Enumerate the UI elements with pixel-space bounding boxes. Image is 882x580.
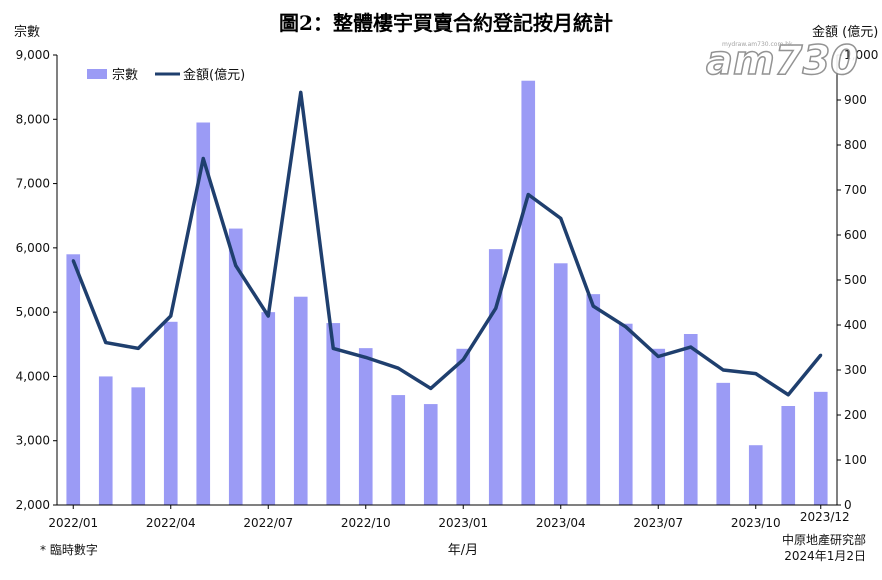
left-tick-label: 3,000 [16, 434, 50, 448]
bar-2022/08 [293, 296, 308, 505]
right-tick-label: 500 [844, 273, 867, 287]
source-note: 中原地產研究部 [782, 532, 866, 547]
line-point-2022/07 [266, 314, 270, 318]
bar-2022/03 [131, 387, 146, 505]
bar-2022/02 [98, 376, 113, 505]
line-point-2022/02 [104, 341, 108, 345]
line-point-2022/12 [429, 386, 433, 390]
bar-2023/08 [683, 334, 698, 505]
legend-bar-swatch [87, 69, 107, 79]
x-tick-label: 2023/12 [800, 510, 850, 524]
bar-2023/03 [521, 80, 536, 505]
bar-2022/09 [326, 323, 341, 505]
right-tick-label: 900 [844, 93, 867, 107]
left-tick-label: 9,000 [16, 48, 50, 62]
provisional-note: * 臨時數字 [40, 542, 98, 557]
bar-2023/07 [651, 348, 666, 505]
line-point-2022/09 [331, 346, 335, 350]
left-tick-label: 5,000 [16, 305, 50, 319]
line-point-2023/05 [591, 304, 595, 308]
bar-2022/10 [358, 348, 373, 505]
x-tick-label: 2022/01 [48, 516, 98, 530]
bar-2023/11 [781, 406, 796, 505]
amount-line [71, 90, 823, 397]
right-tick-label: 800 [844, 138, 867, 152]
axes [53, 54, 841, 509]
line-point-2022/01 [71, 259, 75, 263]
bar-2023/04 [553, 263, 568, 505]
line-point-2023/01 [461, 358, 465, 362]
left-tick-label: 8,000 [16, 112, 50, 126]
legend: 宗數 金額(億元) [87, 67, 245, 83]
right-tick-label: 400 [844, 318, 867, 332]
x-tick-label: 2023/10 [731, 516, 781, 530]
line-point-2022/08 [299, 90, 303, 94]
right-tick-label: 100 [844, 453, 867, 467]
line-point-2023/10 [754, 372, 758, 376]
line-series [71, 90, 823, 397]
tick-labels: 2,000 3,000 4,000 5,000 6,000 7,000 8,000 9,000… [16, 48, 879, 530]
line-point-2022/03 [136, 346, 140, 350]
left-axis-title: 宗數 [14, 24, 40, 40]
date-note: 2024年1月2日 [784, 549, 866, 563]
bar-2022/01 [66, 254, 81, 505]
line-point-2023/06 [624, 325, 628, 329]
bar-series [66, 80, 828, 506]
line-point-2023/02 [494, 306, 498, 310]
line-point-2022/10 [364, 355, 368, 359]
line-point-2022/04 [169, 314, 173, 318]
line-point-2023/07 [656, 355, 660, 358]
left-tick-label: 2,000 [16, 498, 50, 512]
line-point-2022/06 [234, 264, 238, 268]
bar-2022/12 [423, 404, 438, 505]
line-point-2023/08 [689, 345, 693, 349]
am730-logo: am730 mydraw.am730.com.hk [705, 37, 859, 85]
x-axis-title: 年/月 [448, 543, 478, 558]
left-tick-label: 7,000 [16, 177, 50, 191]
logo-wordmark: am730 [706, 38, 858, 84]
right-axis-title: 金額 (億元) [812, 24, 878, 40]
bar-2023/01 [456, 348, 471, 505]
right-tick-label: 700 [844, 183, 867, 197]
bar-2023/06 [618, 323, 633, 505]
bar-2022/07 [261, 312, 276, 505]
line-point-2023/04 [559, 216, 563, 220]
line-point-2023/11 [786, 393, 790, 397]
bar-2022/06 [228, 228, 243, 506]
right-tick-label: 300 [844, 363, 867, 377]
bar-2023/10 [748, 445, 763, 505]
bar-2023/12 [813, 391, 828, 505]
line-point-2022/11 [396, 366, 400, 370]
x-tick-label: 2023/01 [438, 516, 488, 530]
line-point-2023/09 [721, 368, 725, 372]
legend-bar-label: 宗數 [112, 67, 138, 83]
bar-2022/05 [196, 122, 211, 505]
x-tick-label: 2023/07 [633, 516, 683, 530]
bar-2022/04 [163, 321, 178, 505]
x-tick-label: 2022/07 [243, 516, 293, 530]
line-point-2023/12 [819, 353, 823, 357]
bar-2023/05 [586, 294, 601, 505]
line-point-2023/03 [526, 193, 530, 196]
legend-line-label: 金額(億元) [183, 67, 245, 83]
x-tick-label: 2022/10 [341, 516, 391, 530]
left-tick-label: 6,000 [16, 241, 50, 255]
logo-small-text: mydraw.am730.com.hk [722, 41, 793, 48]
right-tick-label: 1,000 [844, 48, 878, 62]
left-tick-label: 4,000 [16, 369, 50, 383]
line-point-2022/05 [201, 157, 205, 160]
bar-2023/09 [716, 382, 731, 505]
chart-title: 圖2：整體樓宇買賣合約登記按月統計 [279, 11, 613, 35]
right-tick-label: 0 [844, 498, 852, 512]
x-tick-label: 2023/04 [536, 516, 586, 530]
bar-2022/11 [391, 395, 406, 505]
right-tick-label: 200 [844, 408, 867, 422]
right-tick-label: 600 [844, 228, 867, 242]
x-tick-label: 2022/04 [146, 516, 196, 530]
